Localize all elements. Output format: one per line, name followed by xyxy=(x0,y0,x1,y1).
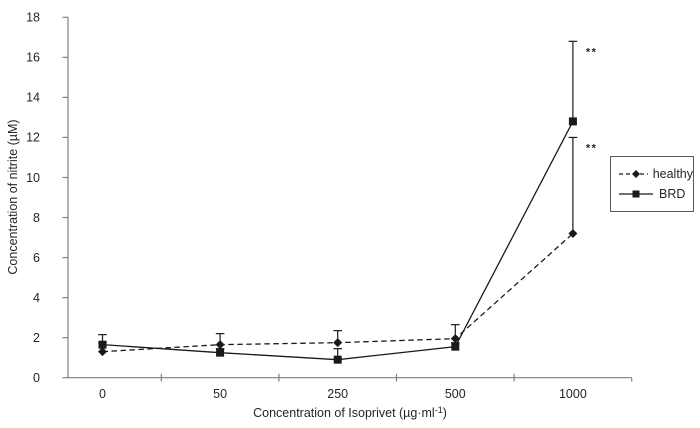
legend-item-healthy: healthy xyxy=(618,168,693,181)
diamond-marker-icon xyxy=(632,170,640,179)
y-tick-label: 16 xyxy=(26,51,40,65)
data-point-BRD-1000 xyxy=(568,117,577,126)
data-point-healthy-250 xyxy=(333,338,343,348)
legend-label-brd: BRD xyxy=(659,186,686,201)
x-tick-label: 0 xyxy=(99,387,106,401)
data-point-healthy-50 xyxy=(215,340,225,350)
y-tick-label: 10 xyxy=(26,171,40,185)
significance-marker: ** xyxy=(586,46,598,58)
legend-item-brd: BRD xyxy=(618,186,693,201)
y-tick-label: 6 xyxy=(33,251,40,265)
x-tick-label: 1000 xyxy=(559,387,587,401)
data-point-healthy-500 xyxy=(450,334,460,344)
data-point-BRD-50 xyxy=(216,348,225,357)
legend-healthy-line-sample xyxy=(619,170,648,179)
y-axis-title: Concentration of nitrite (µM) xyxy=(6,119,20,275)
data-point-BRD-250 xyxy=(333,355,342,364)
x-axis-title-text: Concentration of Isoprivet (µg·ml xyxy=(253,406,435,420)
chart-legend: healthy BRD xyxy=(610,156,694,212)
y-tick-label: 0 xyxy=(33,371,40,385)
data-point-BRD-0 xyxy=(98,340,107,349)
y-tick-label: 14 xyxy=(26,91,40,105)
series-line-BRD xyxy=(102,121,574,361)
x-axis-title: Concentration of Isoprivet (µg·ml-1) xyxy=(0,405,700,420)
y-tick-label: 2 xyxy=(33,331,40,345)
y-tick-label: 18 xyxy=(26,11,40,25)
data-point-healthy-0 xyxy=(98,347,107,357)
x-axis-title-superscript: -1 xyxy=(434,405,443,415)
x-tick-label: 500 xyxy=(445,387,466,401)
x-tick-label: 250 xyxy=(327,387,348,401)
x-axis-title-close-paren: ) xyxy=(442,406,447,420)
data-point-BRD-500 xyxy=(451,342,460,351)
y-tick-label: 4 xyxy=(33,291,40,305)
legend-label-healthy: healthy xyxy=(652,167,693,181)
legend-brd-line-sample xyxy=(619,190,653,198)
x-tick-label: 50 xyxy=(213,387,227,401)
y-tick-label: 8 xyxy=(33,211,40,225)
square-marker-icon xyxy=(632,190,640,198)
significance-marker: ** xyxy=(586,142,598,154)
y-tick-label: 12 xyxy=(26,131,40,145)
data-point-healthy-1000 xyxy=(568,229,578,239)
